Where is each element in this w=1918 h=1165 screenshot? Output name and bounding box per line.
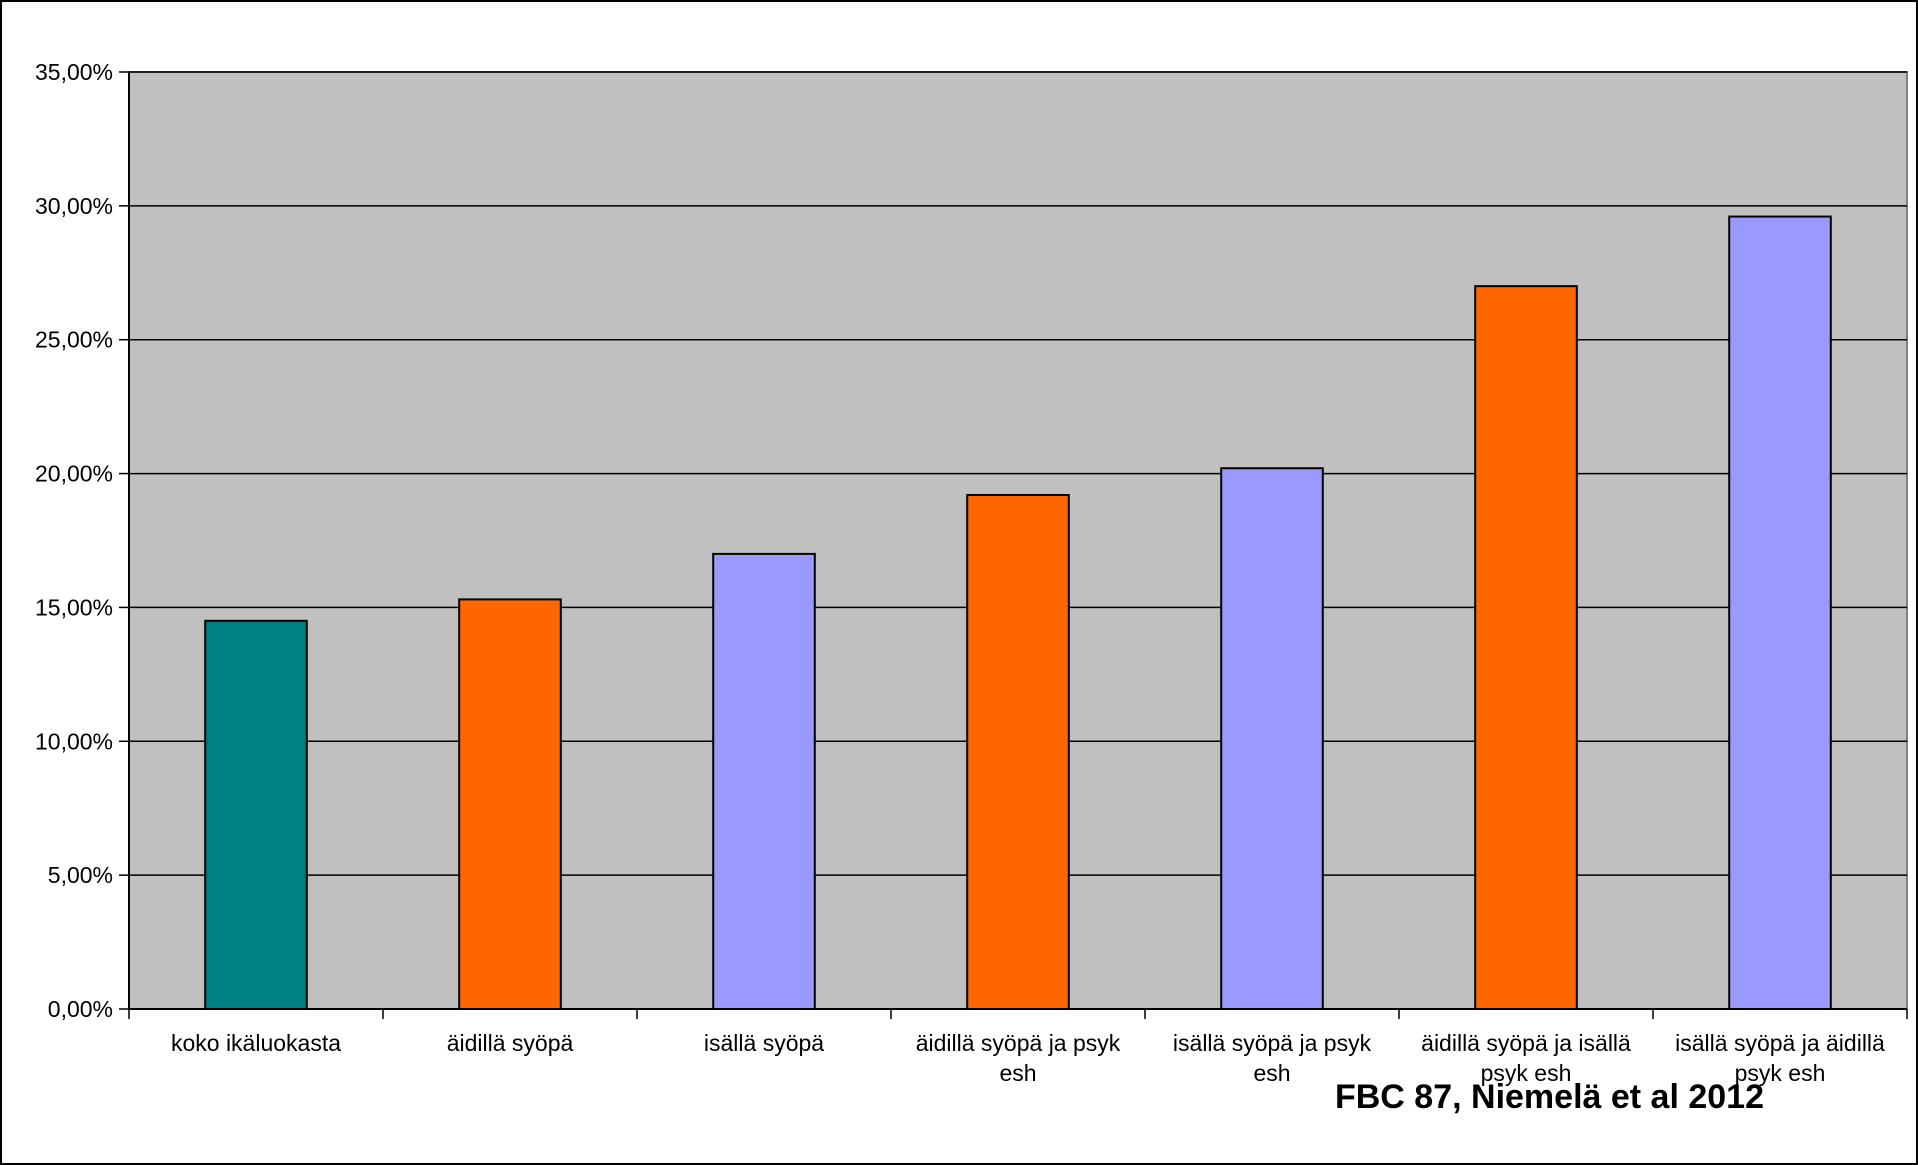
x-axis-ticks: koko ikäluokasta äidillä syöpä isällä syöp…: [128, 1009, 1908, 1086]
bar: [966, 493, 1070, 1010]
bars: [204, 215, 1832, 1011]
x-tick-label: äidillä syöpä ja isällä: [1421, 1030, 1631, 1056]
y-axis-ticks: 0,00% 5,00% 10,00% 15,00% 20,00% 25,00% 30,00%…: [35, 59, 129, 1022]
x-tick-label: psyk esh: [1735, 1060, 1826, 1086]
x-tick-label: koko ikäluokasta: [171, 1030, 341, 1056]
x-tick-label: isällä syöpä ja äidillä: [1675, 1030, 1885, 1056]
y-tick-label: 25,00%: [35, 327, 113, 353]
bar: [1728, 215, 1832, 1010]
y-tick-label: 0,00%: [48, 996, 113, 1022]
x-tick-label: äidillä syöpä ja psyk: [916, 1030, 1121, 1056]
y-tick-label: 15,00%: [35, 594, 113, 620]
source-note: FBC 87, Niemelä et al 2012: [1334, 1078, 1764, 1116]
x-tick-label: isällä syöpä: [704, 1030, 824, 1056]
x-tick-label: isällä syöpä ja psyk: [1173, 1030, 1372, 1056]
y-tick-label: 30,00%: [35, 193, 113, 219]
y-tick-label: 20,00%: [35, 461, 113, 487]
x-tick-label: psyk esh: [1481, 1060, 1572, 1086]
bar: [204, 619, 308, 1010]
x-tick-label: esh: [1253, 1060, 1290, 1086]
y-tick-label: 5,00%: [48, 862, 113, 888]
bar: [1474, 285, 1578, 1010]
bar: [458, 598, 562, 1010]
y-tick-label: 10,00%: [35, 728, 113, 754]
x-tick-label: äidillä syöpä: [447, 1030, 574, 1056]
x-tick-label: esh: [999, 1060, 1036, 1086]
bar: [712, 552, 816, 1011]
bar: [1220, 467, 1324, 1010]
y-tick-label: 35,00%: [35, 59, 113, 85]
